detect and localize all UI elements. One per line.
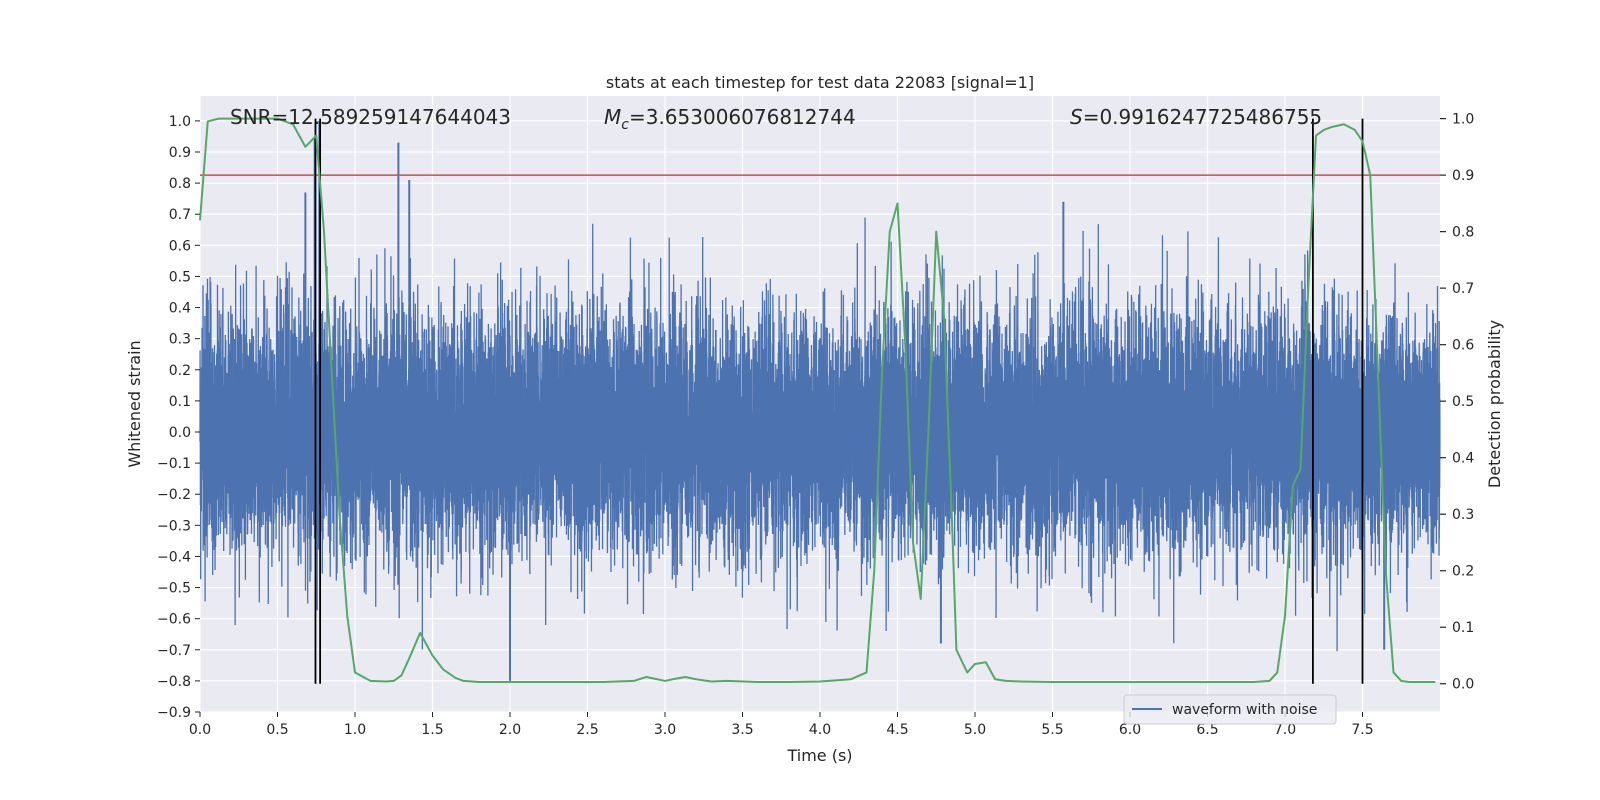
chart-title: stats at each timestep for test data 220… <box>606 73 1034 92</box>
y-right-tick-label: 1.0 <box>1452 112 1474 128</box>
x-axis-label: Time (s) <box>786 746 852 765</box>
y-left-tick-label: 0.3 <box>169 332 191 348</box>
legend: waveform with noise <box>1123 694 1337 725</box>
x-tick-label: 0.5 <box>266 722 288 738</box>
y-right-tick-label: 0.6 <box>1452 338 1474 354</box>
y-right-tick-label: 0.2 <box>1452 564 1474 580</box>
y-left-tick-label: 0.8 <box>169 176 191 192</box>
y-left-tick-label: 0.2 <box>169 363 191 379</box>
y-right-tick-label: 0.9 <box>1452 168 1474 184</box>
y-left-tick-label: −0.8 <box>157 674 191 690</box>
y-right-tick-label: 0.3 <box>1452 507 1474 523</box>
y-left-tick-label: −0.5 <box>157 581 191 597</box>
y-left-tick-label: −0.1 <box>157 456 191 472</box>
x-tick-label: 2.0 <box>499 722 521 738</box>
y-left-tick-label: 0.7 <box>169 207 191 223</box>
y-right-tick-label: 0.1 <box>1452 620 1474 636</box>
x-tick-label: 6.0 <box>1119 722 1141 738</box>
y-left-axis-ticks: 1.0 0.9 0.8 0.7 0.6 0.5 0.4 0.3 0.2 0.1 0.0 −0.1 −0.… <box>157 114 200 721</box>
y-left-tick-label: 0.0 <box>169 425 191 441</box>
s-value: =0.9916247725486755 <box>1083 105 1322 129</box>
y-left-tick-label: −0.4 <box>157 549 191 565</box>
x-tick-label: 7.0 <box>1274 722 1296 738</box>
detection-probability-line <box>199 117 1436 684</box>
y-left-tick-label: −0.7 <box>157 643 191 659</box>
y-left-tick-label: 1.0 <box>169 114 191 130</box>
y-right-tick-label: 0.0 <box>1452 677 1474 693</box>
legend-label-waveform: waveform with noise <box>1172 702 1317 718</box>
x-tick-label: 1.0 <box>344 722 366 738</box>
y-left-tick-label: 0.4 <box>169 301 191 317</box>
chirp-mass-annotation: Mc=3.653006076812744 <box>604 105 856 133</box>
x-tick-label: 3.5 <box>731 722 753 738</box>
legend-box <box>1123 694 1337 725</box>
s-annotation: S=0.9916247725486755 <box>1070 105 1322 129</box>
y-left-tick-label: −0.2 <box>157 487 191 503</box>
chirp-mass-symbol: M <box>604 105 621 129</box>
x-tick-label: 1.5 <box>421 722 443 738</box>
x-tick-label: 5.0 <box>964 722 986 738</box>
y-left-tick-label: 0.5 <box>169 269 191 285</box>
y-right-axis-ticks: 1.0 0.9 0.8 0.7 0.6 0.5 0.4 0.3 0.2 0.1 0.0 <box>1440 112 1474 693</box>
y-axis-left-label: Whitened strain <box>125 340 144 467</box>
y-right-tick-label: 0.7 <box>1452 281 1474 297</box>
y-axis-right-label: Detection probability <box>1485 320 1504 488</box>
x-tick-label: 3.0 <box>654 722 676 738</box>
y-left-tick-label: 0.9 <box>169 145 191 161</box>
y-left-tick-label: 0.6 <box>169 238 191 254</box>
x-tick-label: 4.0 <box>809 722 831 738</box>
y-right-tick-label: 0.4 <box>1452 451 1474 467</box>
x-tick-label: 0.0 <box>189 722 211 738</box>
s-symbol: S <box>1070 105 1083 129</box>
y-left-tick-label: 0.1 <box>169 394 191 410</box>
x-tick-label: 2.5 <box>576 722 598 738</box>
y-right-tick-label: 0.5 <box>1452 394 1474 410</box>
x-axis-ticks: 0.0 0.5 1.0 1.5 2.0 2.5 3.0 3.5 4.0 4.5 5.0 5.5 6.0 6… <box>189 712 1374 738</box>
detection-probability-series <box>199 117 1436 684</box>
chirp-mass-subscript: c <box>621 117 629 133</box>
x-tick-label: 7.5 <box>1351 722 1373 738</box>
x-tick-label: 5.5 <box>1041 722 1063 738</box>
waveform-line <box>199 217 1441 652</box>
snr-annotation: SNR=12.589259147644043 <box>230 105 511 129</box>
y-left-tick-label: −0.3 <box>157 518 191 534</box>
y-right-tick-label: 0.8 <box>1452 225 1474 241</box>
y-left-tick-label: −0.9 <box>157 705 191 721</box>
y-left-tick-label: −0.6 <box>157 612 191 628</box>
x-tick-label: 4.5 <box>886 722 908 738</box>
chirp-mass-value: =3.653006076812744 <box>629 105 856 129</box>
x-tick-label: 6.5 <box>1196 722 1218 738</box>
